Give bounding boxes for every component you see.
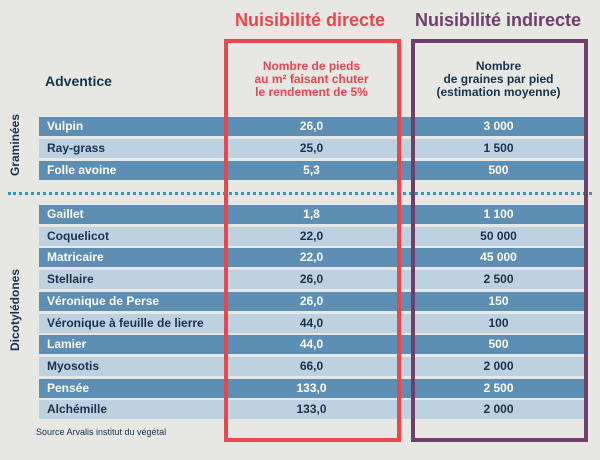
direct-value: 26,0 [299,272,324,287]
indirect-value: 1 100 [483,207,514,221]
direct-value: 5,3 [303,163,320,177]
table-row: Stellaire 26,0 2 500 [39,270,588,290]
column-header-indirect-line: (estimation moyenne) [436,85,561,99]
weed-name: Myosotis [47,358,100,373]
direct-value: 26,0 [299,119,324,133]
column-header-indirect-line: de graines par pied [443,72,554,86]
direct-value: 133,0 [296,380,327,395]
weed-name: Véronique de Perse [47,293,160,308]
table-row: Gaillet 1,8 1 100 [39,205,588,224]
group-label-graminees: Graminées [8,113,22,177]
title-indirect-harm: Nuisibilité indirecte [414,10,582,30]
table-row: Matricaire 22,0 45 000 [39,248,588,268]
indirect-value: 2 500 [483,272,514,287]
weed-name: Gaillet [47,207,84,221]
weed-name: Véronique à feuille de lierre [47,315,204,330]
column-header-direct-line: au m² faisant chuter [254,72,369,86]
weed-name: Matricaire [47,250,104,265]
column-header-direct-line: Nombre de pieds [262,59,361,73]
weed-name: Pensée [47,380,90,395]
weed-name: Folle avoine [47,163,117,177]
table-row: Coquelicot 22,0 50 000 [39,226,588,246]
group-label-dicotyledones: Dicotylédones [8,268,22,352]
direct-value: 26,0 [299,293,324,308]
source-note: Source Arvalis institut du végétal [36,427,167,437]
indirect-value: 150 [488,293,509,308]
direct-value: 22,0 [299,228,324,243]
direct-value: 22,0 [299,250,324,265]
column-header-adventice: Adventice [45,73,112,89]
indirect-value: 2 500 [483,380,514,395]
weed-name: Coquelicot [47,228,109,243]
indirect-value: 3 000 [483,119,514,133]
table-row: Véronique à feuille de lierre 44,0 100 [39,313,588,333]
column-header-direct: Nombre de pieds au m² faisant chuter le … [232,60,391,99]
direct-value: 1,8 [303,207,320,221]
direct-value: 25,0 [299,141,324,155]
direct-value: 133,0 [296,402,327,417]
table-row: Lamier 44,0 500 [39,335,588,355]
indirect-value: 100 [488,315,509,330]
indirect-value: 1 500 [483,141,514,155]
column-header-direct-line: le rendement de 5% [255,85,368,99]
indirect-value: 2 000 [483,358,514,373]
weed-name: Lamier [47,337,87,352]
table-row: Folle avoine 5,3 500 [39,161,588,180]
column-header-indirect-line: Nombre [475,59,522,73]
table-row: Pensée 133,0 2 500 [39,378,588,398]
weed-name: Stellaire [47,272,94,287]
indirect-value: 2 000 [483,402,514,417]
indirect-value: 500 [488,337,509,352]
indirect-value: 500 [488,163,509,177]
direct-value: 66,0 [299,358,324,373]
indirect-value: 45 000 [480,250,517,265]
group-separator [8,192,592,195]
direct-value: 44,0 [299,337,324,352]
column-header-indirect: Nombre de graines par pied (estimation m… [419,60,578,99]
table-row: Véronique de Perse 26,0 150 [39,291,588,311]
table-row: Vulpin 26,0 3 000 [39,117,588,136]
indirect-value: 50 000 [480,228,517,243]
weed-name: Ray-grass [47,141,106,155]
table-row: Alchémille 133,0 2 000 [39,400,588,420]
table-row: Myosotis 66,0 2 000 [39,356,588,376]
table-row: Ray-grass 25,0 1 500 [39,139,588,158]
weed-name: Vulpin [47,119,84,133]
title-direct-harm: Nuisibilité directe [234,10,386,30]
direct-value: 44,0 [299,315,324,330]
weed-name: Alchémille [47,402,108,417]
